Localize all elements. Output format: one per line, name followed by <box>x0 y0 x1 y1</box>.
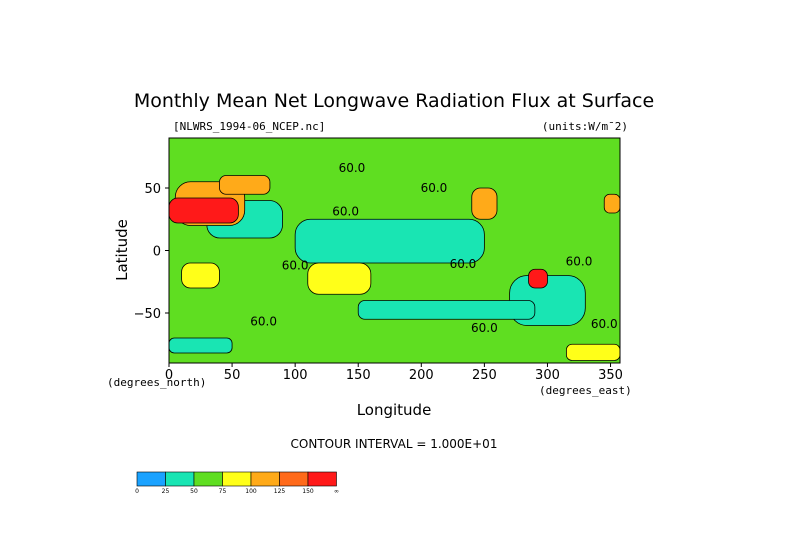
x-tick-label: 150 <box>346 368 371 383</box>
contour-label: 60.0 <box>450 257 477 271</box>
contour-interval-note: CONTOUR INTERVAL = 1.000E+01 <box>291 437 498 451</box>
colorbar-swatch <box>193 471 223 487</box>
x-tick-label: 250 <box>472 368 497 383</box>
field-region <box>307 262 372 295</box>
colorbar-level-label: 0 <box>135 488 139 495</box>
dataset-label: [NLWRS_1994-06_NCEP.nc] <box>173 120 325 133</box>
contour-label: 60.0 <box>591 317 618 331</box>
x-tick-label: 50 <box>224 368 241 383</box>
contour-label: 60.0 <box>332 205 359 219</box>
colorbar-level-label: ∞ <box>334 488 339 495</box>
field-region <box>181 262 220 289</box>
heatmap-field <box>169 138 620 363</box>
field-region <box>357 300 536 320</box>
field-region <box>528 268 548 289</box>
x-tick-label: 350 <box>598 368 623 383</box>
field-region <box>219 175 271 195</box>
y-tick-label: 0 <box>153 245 161 260</box>
field-region <box>169 197 239 224</box>
contour-label: 60.0 <box>421 181 448 195</box>
x-tick-label: 300 <box>535 368 560 383</box>
contour-label: 60.0 <box>339 161 366 175</box>
x-tick-label: 0 <box>165 368 173 383</box>
contour-labels: 60.0 60.0 60.0 60.0 60.0 60.0 60.0 60.0 60.0 <box>250 161 617 335</box>
contour-label: 60.0 <box>566 255 593 269</box>
field-region <box>294 218 485 264</box>
colorbar-swatch <box>250 471 280 487</box>
chart-title: Monthly Mean Net Longwave Radiation Flux… <box>134 90 654 112</box>
colorbar: 0 25 50 75 100 125 150 ∞ <box>135 471 339 495</box>
field-region <box>471 187 498 220</box>
field-region <box>603 193 620 214</box>
y-axis-ticks: 50 0 −50 <box>134 182 169 322</box>
colorbar-level-label: 100 <box>245 488 257 495</box>
colorbar-swatch <box>279 471 309 487</box>
contour-label: 60.0 <box>471 321 498 335</box>
field-region <box>565 343 620 361</box>
x-tick-label: 200 <box>409 368 434 383</box>
x-axis-label: Longitude <box>357 401 432 419</box>
x-tick-label: 100 <box>283 368 308 383</box>
colorbar-swatch <box>307 471 337 487</box>
colorbar-level-label: 25 <box>162 488 170 495</box>
y-axis-label: Latitude <box>113 219 131 281</box>
contour-label: 60.0 <box>282 258 309 272</box>
colorbar-swatch <box>136 471 166 487</box>
colorbar-level-label: 75 <box>219 488 227 495</box>
colorbar-level-label: 125 <box>274 488 286 495</box>
colorbar-swatch <box>165 471 195 487</box>
contour-label: 60.0 <box>250 315 277 329</box>
colorbar-level-label: 150 <box>302 488 314 495</box>
y-tick-label: 50 <box>144 182 161 197</box>
y-unit-label: (degrees_north) <box>107 376 206 389</box>
units-label: (units:W/m¯2) <box>542 120 628 133</box>
x-unit-label: (degrees_east) <box>539 384 632 397</box>
colorbar-level-label: 50 <box>190 488 198 495</box>
x-axis-ticks: 0 50 100 150 200 250 300 350 <box>165 363 623 383</box>
y-tick-label: −50 <box>134 307 161 322</box>
field-region <box>169 337 233 354</box>
colorbar-swatch <box>222 471 252 487</box>
